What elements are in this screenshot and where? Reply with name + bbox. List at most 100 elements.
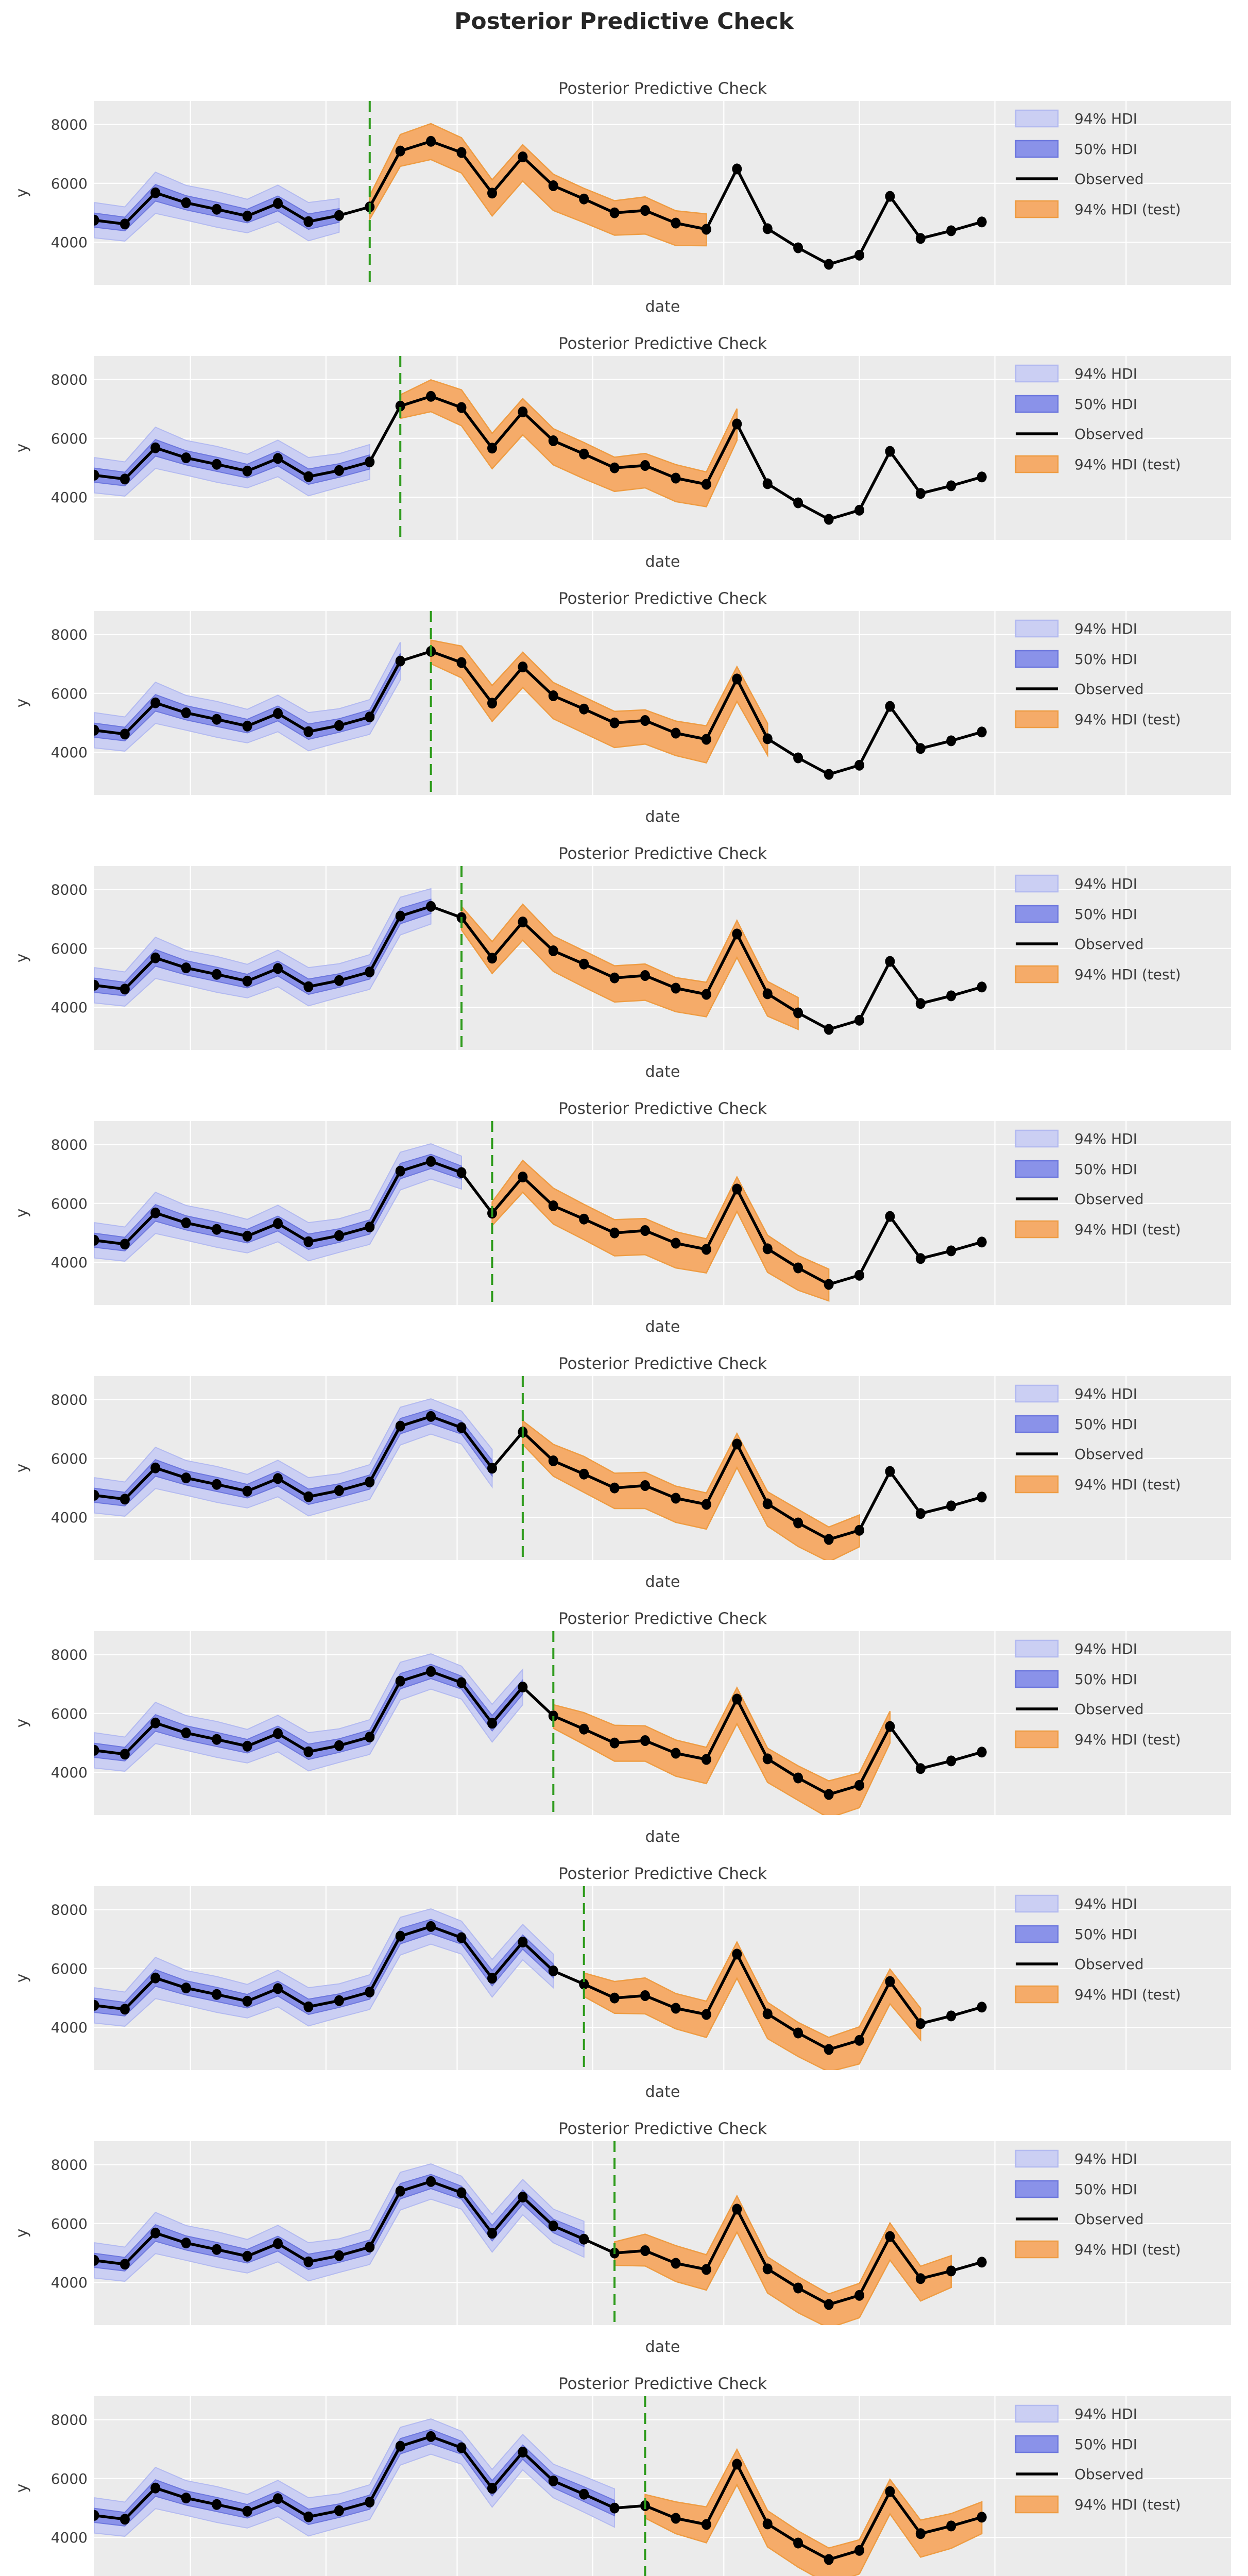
observed-marker [854, 504, 864, 516]
observed-marker [119, 2004, 130, 2015]
observed-marker [94, 469, 99, 481]
observed-marker [762, 733, 773, 744]
y-axis-label: y [13, 2229, 31, 2238]
observed-marker [487, 698, 497, 709]
observed-marker [793, 497, 803, 509]
observed-marker [640, 205, 650, 216]
observed-marker [365, 1987, 375, 1998]
y-tick-label: 6000 [51, 2215, 88, 2232]
observed-marker [548, 435, 558, 446]
observed-marker [915, 998, 926, 1009]
observed-marker [365, 1222, 375, 1233]
y-axis-label: y [13, 444, 31, 453]
observed-marker [946, 735, 956, 747]
subplot-title: Posterior Predictive Check [558, 1354, 767, 1373]
observed-marker [119, 1239, 130, 1250]
observed-marker [732, 2204, 742, 2215]
observed-marker [732, 1183, 742, 1195]
observed-marker [242, 1230, 252, 1242]
observed-marker [915, 1763, 926, 1774]
y-tick-label: 4000 [51, 1764, 88, 1781]
observed-marker [150, 1972, 161, 1984]
observed-marker [977, 471, 987, 483]
observed-marker [426, 2431, 436, 2442]
observed-marker [671, 217, 681, 229]
observed-marker [150, 442, 161, 453]
legend-label: 94% HDI (test) [1074, 1221, 1181, 1238]
observed-marker [977, 1747, 987, 1758]
observed-marker [303, 1236, 314, 1247]
observed-line [94, 1925, 982, 2051]
observed-marker [793, 2282, 803, 2294]
hdi94-test-band [613, 2194, 952, 2325]
observed-marker [119, 473, 130, 485]
observed-marker [915, 2018, 926, 2029]
observed-marker [732, 673, 742, 685]
subplot-title: Posterior Predictive Check [558, 589, 767, 608]
observed-marker [548, 2221, 558, 2231]
legend-swatch-hdi94-test [1015, 455, 1059, 473]
observed-marker [885, 2231, 895, 2242]
legend-label: 94% HDI [1074, 875, 1137, 892]
legend-label: 94% HDI (test) [1074, 456, 1181, 473]
hdi94-test-band [369, 123, 707, 247]
subplot-title: Posterior Predictive Check [558, 844, 767, 863]
hdi94-test-band [491, 1159, 830, 1302]
x-axis-label: date [645, 1573, 680, 1591]
observed-marker [119, 984, 130, 995]
observed-marker [181, 452, 191, 464]
observed-marker [119, 218, 130, 230]
observed-marker [119, 2259, 130, 2270]
observed-marker [609, 717, 620, 728]
observed-marker [977, 2257, 987, 2268]
observed-marker [548, 1455, 558, 1466]
legend-swatch-hdi94 [1015, 364, 1059, 383]
y-tick-label: 8000 [51, 882, 88, 899]
observed-marker [518, 1682, 528, 1692]
observed-marker [365, 456, 375, 468]
observed-marker [824, 1024, 834, 1035]
observed-marker [212, 2499, 222, 2510]
observed-marker [885, 956, 895, 967]
observed-marker [854, 1014, 864, 1026]
observed-marker [762, 1753, 773, 1765]
observed-marker [242, 2505, 252, 2517]
y-tick-label: 8000 [51, 1137, 88, 1154]
observed-marker [273, 198, 283, 209]
legend-label: Observed [1074, 1701, 1144, 1718]
subplot-title: Posterior Predictive Check [558, 2120, 767, 2138]
observed-marker [640, 970, 650, 981]
observed-line [94, 1160, 982, 1286]
legend-label: Observed [1074, 426, 1144, 443]
observed-marker [915, 2273, 926, 2284]
subplot-5: Posterior Predictive Check 4000 6000 8000 y d… [13, 1099, 1231, 1336]
legend-label: Observed [1074, 936, 1144, 953]
observed-marker [212, 969, 222, 980]
legend-swatch-hdi94 [1015, 2149, 1059, 2168]
subplot-7: Posterior Predictive Check 4000 6000 8000 y d… [13, 1609, 1231, 1846]
observed-marker [181, 1472, 191, 1484]
observed-marker [426, 135, 436, 147]
observed-marker [762, 2263, 773, 2275]
observed-marker [671, 982, 681, 994]
observed-marker [242, 465, 252, 477]
observed-marker [579, 1723, 589, 1735]
observed-marker [946, 990, 956, 1002]
subplot-title: Posterior Predictive Check [558, 334, 767, 353]
observed-marker [548, 690, 558, 701]
legend-label: 94% HDI [1074, 2150, 1137, 2167]
observed-marker [977, 2512, 987, 2523]
figure-suptitle: Posterior Predictive Check [454, 8, 794, 35]
observed-marker [150, 187, 161, 198]
observed-marker [426, 1411, 436, 1422]
observed-marker [150, 2227, 161, 2239]
x-axis-label: date [645, 298, 680, 316]
observed-marker [793, 1517, 803, 1529]
observed-marker [395, 1420, 405, 1432]
observed-marker [94, 2255, 99, 2266]
observed-marker [119, 1494, 130, 1505]
observed-marker [181, 2493, 191, 2504]
observed-marker [150, 952, 161, 963]
observed-marker [854, 2035, 864, 2046]
observed-marker [273, 1728, 283, 1739]
